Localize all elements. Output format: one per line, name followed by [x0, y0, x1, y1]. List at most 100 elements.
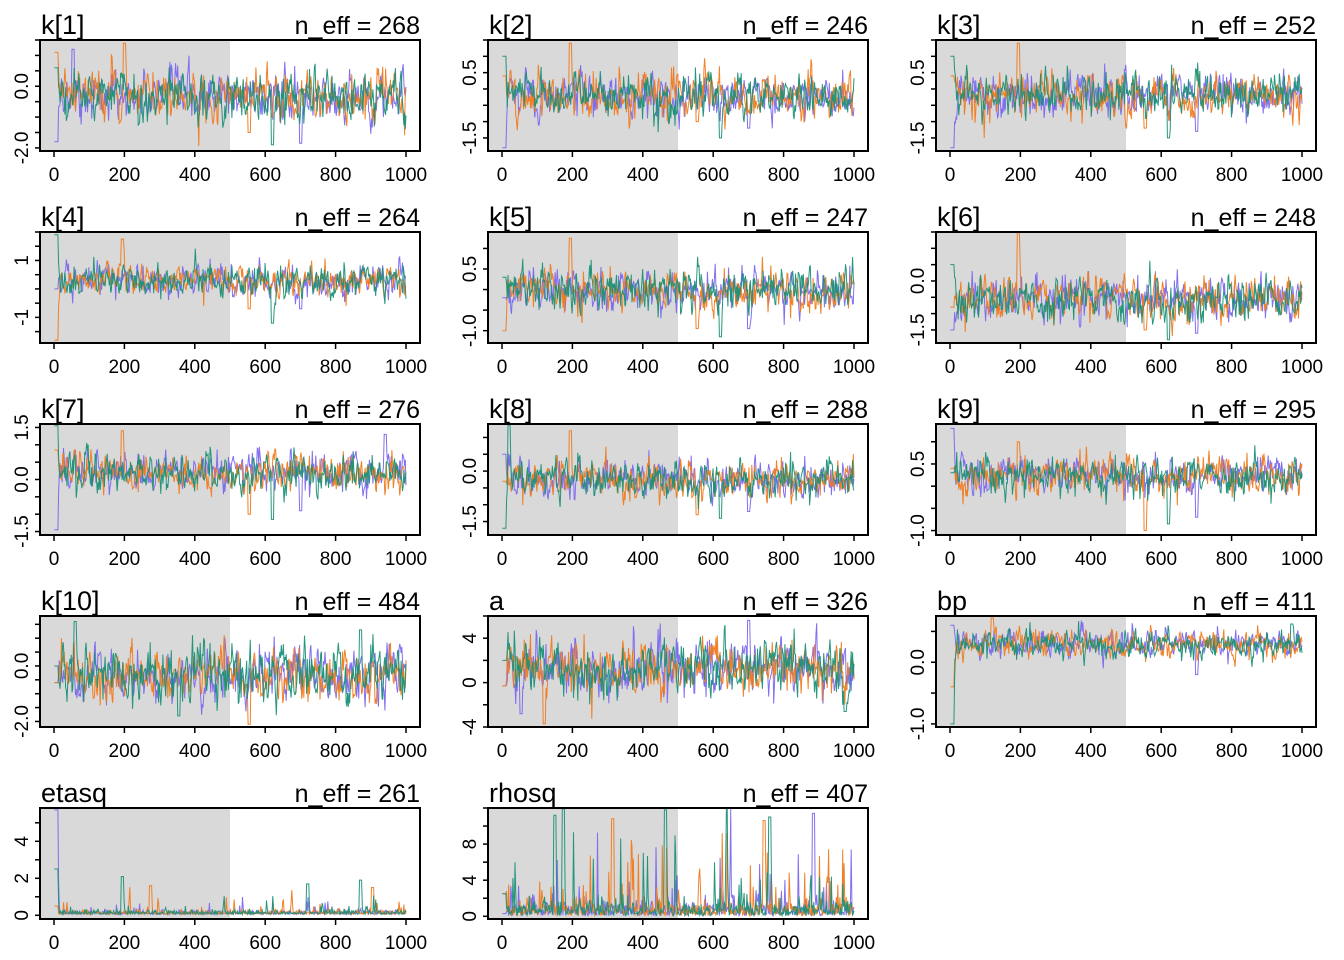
- plot-frame: [487, 39, 869, 152]
- y-tick-label: 1.5: [12, 414, 33, 440]
- y-tick-label: -1.5: [460, 122, 481, 155]
- n-eff-label: n_eff = 288: [743, 396, 868, 424]
- x-tick-label: 200: [557, 357, 589, 378]
- x-tick-label: 400: [627, 741, 659, 762]
- trace-panel-k8: k[8] n_eff = 288 0 200 400 600 800 1000 -1.5 0.0: [460, 394, 875, 570]
- n-eff-label: n_eff = 484: [295, 588, 420, 616]
- x-tick-label: 400: [179, 741, 211, 762]
- y-tick-label: 0.0: [908, 649, 929, 675]
- n-eff-label: n_eff = 261: [295, 780, 420, 808]
- y-tick-label: 4: [460, 632, 481, 643]
- x-tick-label: 200: [557, 549, 589, 570]
- trace-panel-k5: k[5] n_eff = 247 0 200 400 600 800 1000 -1.0 0.5: [460, 202, 875, 378]
- x-tick-label: 800: [1216, 741, 1248, 762]
- panel-title: k[1]: [41, 10, 85, 40]
- y-tick-label: 0.0: [12, 466, 33, 492]
- x-tick-label: 200: [557, 741, 589, 762]
- x-tick-label: 1000: [385, 165, 427, 186]
- plot-frame: [935, 615, 1317, 728]
- panel-title: k[9]: [937, 394, 981, 424]
- plot-frame: [935, 423, 1317, 536]
- x-tick-label: 1000: [833, 165, 875, 186]
- panel-title: k[10]: [41, 586, 100, 616]
- n-eff-label: n_eff = 326: [743, 588, 868, 616]
- x-tick-label: 400: [627, 357, 659, 378]
- y-tick-label: 0.5: [908, 59, 929, 85]
- x-tick-label: 800: [768, 357, 800, 378]
- y-tick-label: -1.5: [12, 515, 33, 548]
- x-tick-label: 800: [320, 933, 352, 954]
- n-eff-label: n_eff = 276: [295, 396, 420, 424]
- y-tick-label: -1.0: [908, 514, 929, 547]
- x-tick-label: 400: [179, 357, 211, 378]
- trace-line-teal: [502, 424, 855, 529]
- x-tick-label: 200: [109, 933, 141, 954]
- x-tick-label: 800: [320, 549, 352, 570]
- x-tick-label: 1000: [1281, 549, 1323, 570]
- trace-line-teal: [502, 625, 855, 712]
- trace-panel-a: a n_eff = 326 0 200 400 600 800 1000 -4 0 4: [460, 586, 875, 762]
- panel-title: k[4]: [41, 202, 85, 232]
- trace-line-orange: [54, 635, 407, 725]
- x-tick-label: 800: [768, 933, 800, 954]
- x-tick-label: 800: [1216, 165, 1248, 186]
- x-tick-label: 1000: [1281, 357, 1323, 378]
- y-tick-label: 0: [12, 910, 33, 921]
- y-tick-label: 4: [12, 836, 33, 847]
- x-tick-label: 200: [1005, 165, 1037, 186]
- x-tick-label: 200: [109, 165, 141, 186]
- x-tick-label: 1000: [833, 741, 875, 762]
- x-tick-label: 200: [109, 741, 141, 762]
- x-tick-label: 400: [627, 549, 659, 570]
- trace-panel-k10: k[10] n_eff = 484 0 200 400 600 800 1000 -2.0 0.0: [12, 586, 427, 762]
- panel-title: k[5]: [489, 202, 533, 232]
- x-tick-label: 600: [249, 549, 281, 570]
- x-tick-label: 600: [1145, 741, 1177, 762]
- y-tick-label: 8: [460, 839, 481, 850]
- x-tick-label: 600: [1145, 357, 1177, 378]
- y-tick-label: 0.5: [908, 451, 929, 477]
- x-tick-label: 1000: [385, 933, 427, 954]
- y-tick-label: 2: [12, 873, 33, 884]
- y-tick-label: -2.0: [12, 132, 33, 165]
- x-tick-label: 800: [320, 357, 352, 378]
- x-tick-label: 600: [697, 933, 729, 954]
- trace-panel-k1: k[1] n_eff = 268 0 200 400 600 800 1000 -2.0 0.0: [12, 10, 427, 186]
- x-tick-label: 0: [497, 357, 508, 378]
- x-tick-label: 400: [1075, 741, 1107, 762]
- x-tick-label: 800: [1216, 357, 1248, 378]
- warmup-region: [40, 808, 230, 919]
- x-tick-label: 0: [49, 165, 60, 186]
- trace-panel-k7: k[7] n_eff = 276 0 200 400 600 800 1000 -1.5 0.0 1…: [12, 394, 427, 570]
- trace-panel-k9: k[9] n_eff = 295 0 200 400 600 800 1000 -1.0 0.5: [908, 394, 1323, 570]
- x-tick-label: 600: [1145, 165, 1177, 186]
- plot-frame: [935, 39, 1317, 152]
- y-tick-label: -1.0: [908, 708, 929, 741]
- x-tick-label: 0: [945, 549, 956, 570]
- y-tick-label: 1: [12, 255, 33, 266]
- x-tick-label: 0: [49, 357, 60, 378]
- x-tick-label: 200: [1005, 549, 1037, 570]
- x-tick-label: 1000: [833, 549, 875, 570]
- trace-line-teal: [502, 55, 855, 139]
- x-tick-label: 400: [1075, 165, 1107, 186]
- x-tick-label: 200: [1005, 741, 1037, 762]
- panel-title: k[6]: [937, 202, 981, 232]
- n-eff-label: n_eff = 407: [743, 780, 868, 808]
- x-tick-label: 400: [627, 933, 659, 954]
- trace-line-teal: [950, 260, 1303, 341]
- x-tick-label: 200: [109, 549, 141, 570]
- x-tick-label: 0: [49, 741, 60, 762]
- x-tick-label: 400: [179, 549, 211, 570]
- x-tick-label: 600: [249, 933, 281, 954]
- n-eff-label: n_eff = 247: [743, 204, 868, 232]
- y-tick-label: -1.0: [460, 314, 481, 347]
- y-tick-label: 0.5: [460, 59, 481, 85]
- x-tick-label: 0: [49, 549, 60, 570]
- n-eff-label: n_eff = 411: [1193, 588, 1317, 616]
- x-tick-label: 800: [768, 549, 800, 570]
- x-tick-label: 200: [1005, 357, 1037, 378]
- n-eff-label: n_eff = 295: [1191, 396, 1316, 424]
- y-tick-label: 0.5: [460, 256, 481, 282]
- panel-title: k[8]: [489, 394, 533, 424]
